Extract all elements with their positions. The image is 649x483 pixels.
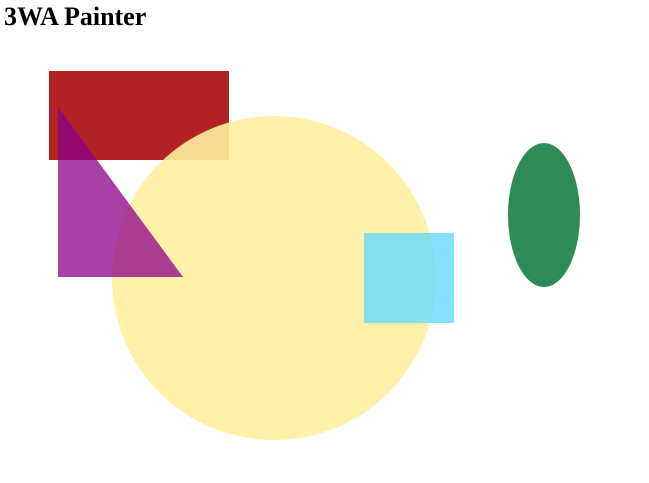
yellow-circle[interactable] <box>112 116 436 440</box>
drawing-canvas[interactable] <box>0 36 649 483</box>
purple-triangle[interactable] <box>58 107 183 277</box>
cyan-square[interactable] <box>364 233 454 323</box>
app-title: 3WA Painter <box>4 2 147 31</box>
green-ellipse[interactable] <box>508 143 580 287</box>
